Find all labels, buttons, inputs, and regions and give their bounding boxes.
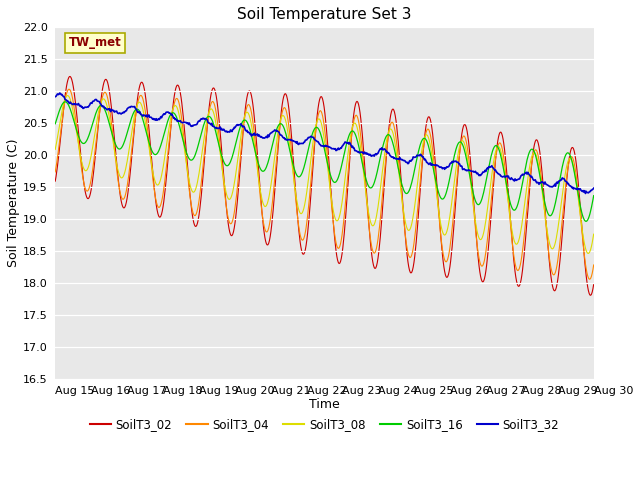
- Legend: SoilT3_02, SoilT3_04, SoilT3_08, SoilT3_16, SoilT3_32: SoilT3_02, SoilT3_04, SoilT3_08, SoilT3_…: [85, 414, 564, 436]
- Text: TW_met: TW_met: [68, 36, 122, 49]
- Y-axis label: Soil Temperature (C): Soil Temperature (C): [7, 139, 20, 267]
- X-axis label: Time: Time: [309, 398, 340, 411]
- Title: Soil Temperature Set 3: Soil Temperature Set 3: [237, 7, 412, 22]
